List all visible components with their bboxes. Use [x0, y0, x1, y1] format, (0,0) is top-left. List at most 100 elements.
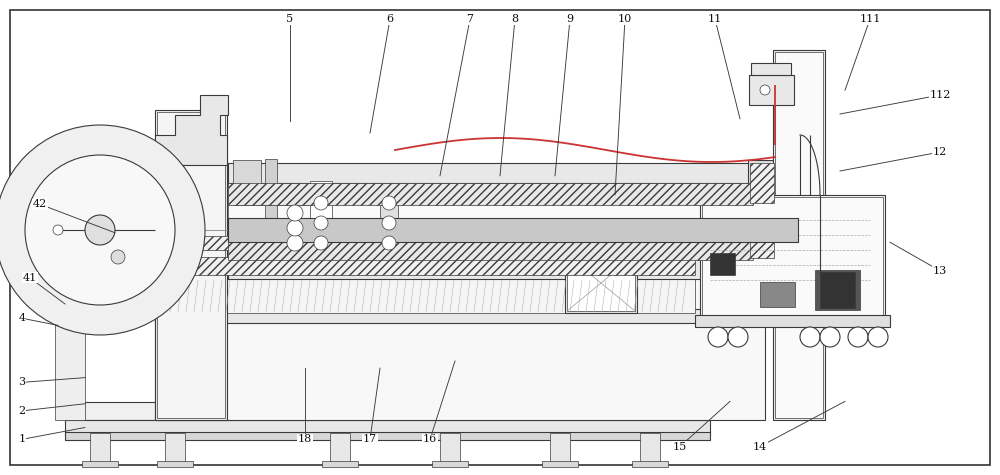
Bar	[640, 433, 660, 465]
Text: 2: 2	[18, 406, 26, 416]
Polygon shape	[155, 95, 228, 165]
Circle shape	[0, 125, 205, 335]
Text: 3: 3	[18, 377, 26, 388]
Bar	[750, 218, 774, 258]
Text: 14: 14	[753, 441, 767, 452]
Text: 11: 11	[708, 14, 722, 24]
Circle shape	[287, 220, 303, 236]
Bar	[330, 433, 350, 465]
Bar	[155, 250, 765, 420]
Text: 8: 8	[511, 14, 519, 24]
Bar	[775, 52, 823, 418]
Bar	[233, 160, 261, 205]
Text: 17: 17	[363, 434, 377, 445]
Bar	[751, 63, 791, 75]
Bar	[695, 315, 890, 327]
Bar	[157, 461, 193, 467]
Circle shape	[868, 327, 888, 347]
Bar	[265, 159, 277, 257]
Bar	[63, 211, 79, 243]
Bar	[432, 461, 468, 467]
Bar	[65, 432, 710, 440]
Text: 111: 111	[859, 14, 881, 24]
Circle shape	[728, 327, 748, 347]
Circle shape	[111, 250, 125, 264]
Bar	[66, 225, 76, 235]
Bar	[228, 183, 753, 205]
Bar	[760, 282, 795, 307]
Bar	[65, 402, 710, 420]
Circle shape	[25, 155, 175, 305]
Bar	[700, 195, 885, 320]
Bar	[228, 238, 753, 260]
Text: 18: 18	[298, 434, 312, 445]
Text: 15: 15	[673, 441, 687, 452]
Bar	[440, 433, 460, 465]
Circle shape	[382, 216, 396, 230]
Bar	[165, 433, 185, 465]
Circle shape	[800, 327, 820, 347]
Bar	[87, 255, 155, 311]
Bar	[702, 197, 883, 318]
Text: 6: 6	[386, 14, 394, 24]
Bar	[748, 160, 776, 260]
Text: 4: 4	[18, 313, 26, 323]
Bar	[542, 461, 578, 467]
Text: 1: 1	[18, 434, 26, 445]
Bar	[567, 255, 635, 311]
Bar	[815, 270, 860, 310]
Text: 10: 10	[618, 14, 632, 24]
Circle shape	[85, 215, 115, 245]
Bar	[85, 279, 695, 313]
Text: 7: 7	[466, 14, 474, 24]
Text: 12: 12	[933, 147, 947, 157]
Circle shape	[314, 216, 328, 230]
Circle shape	[708, 327, 728, 347]
Text: 13: 13	[933, 266, 947, 276]
Bar	[235, 191, 245, 203]
Text: 42: 42	[33, 199, 47, 209]
Circle shape	[820, 327, 840, 347]
Bar	[310, 181, 332, 255]
Bar	[55, 280, 85, 420]
Bar	[85, 253, 157, 313]
Text: 9: 9	[566, 14, 574, 24]
Text: 5: 5	[286, 14, 294, 24]
Circle shape	[848, 327, 868, 347]
Bar	[90, 433, 110, 465]
Bar	[380, 183, 398, 253]
Bar	[65, 420, 710, 435]
Bar	[228, 257, 753, 279]
Bar	[82, 461, 118, 467]
Bar	[710, 253, 735, 275]
Bar	[322, 461, 358, 467]
Bar	[820, 272, 855, 308]
Circle shape	[287, 205, 303, 221]
Bar	[155, 263, 765, 275]
Bar	[258, 249, 308, 257]
Bar	[228, 163, 753, 183]
Bar	[157, 112, 225, 418]
Circle shape	[382, 236, 396, 250]
Text: 112: 112	[929, 90, 951, 100]
Bar	[565, 253, 637, 313]
Bar	[79, 205, 99, 255]
Text: 16: 16	[423, 434, 437, 445]
Circle shape	[287, 235, 303, 251]
Bar	[155, 257, 695, 275]
Circle shape	[382, 196, 396, 210]
Circle shape	[760, 85, 770, 95]
Bar	[155, 236, 695, 250]
Bar	[258, 197, 308, 205]
Bar	[749, 75, 794, 105]
Bar	[55, 252, 85, 280]
Bar	[773, 50, 825, 420]
Bar	[750, 163, 774, 203]
Bar	[228, 183, 753, 238]
Circle shape	[314, 236, 328, 250]
Bar	[632, 461, 668, 467]
Bar	[155, 110, 227, 420]
Bar	[550, 433, 570, 465]
Bar	[228, 218, 798, 242]
Circle shape	[53, 225, 63, 235]
